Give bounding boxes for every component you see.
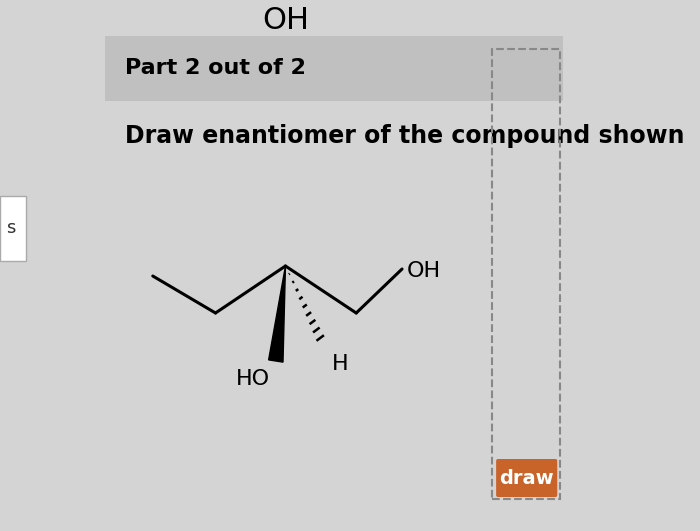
Polygon shape [269, 266, 286, 362]
Text: HO: HO [236, 369, 270, 389]
Text: draw: draw [499, 468, 554, 487]
Text: Part 2 out of 2: Part 2 out of 2 [125, 58, 305, 78]
Bar [492, 49, 561, 499]
Text: H: H [332, 354, 349, 374]
Text: OH: OH [407, 261, 441, 281]
Text: s: s [6, 219, 16, 237]
Bar [104, 36, 563, 101]
Text: OH: OH [262, 6, 309, 35]
Text: Draw enantiomer of the compound shown: Draw enantiomer of the compound shown [125, 124, 684, 148]
Bar [0, 196, 26, 261]
FancyBboxPatch shape [496, 459, 557, 497]
